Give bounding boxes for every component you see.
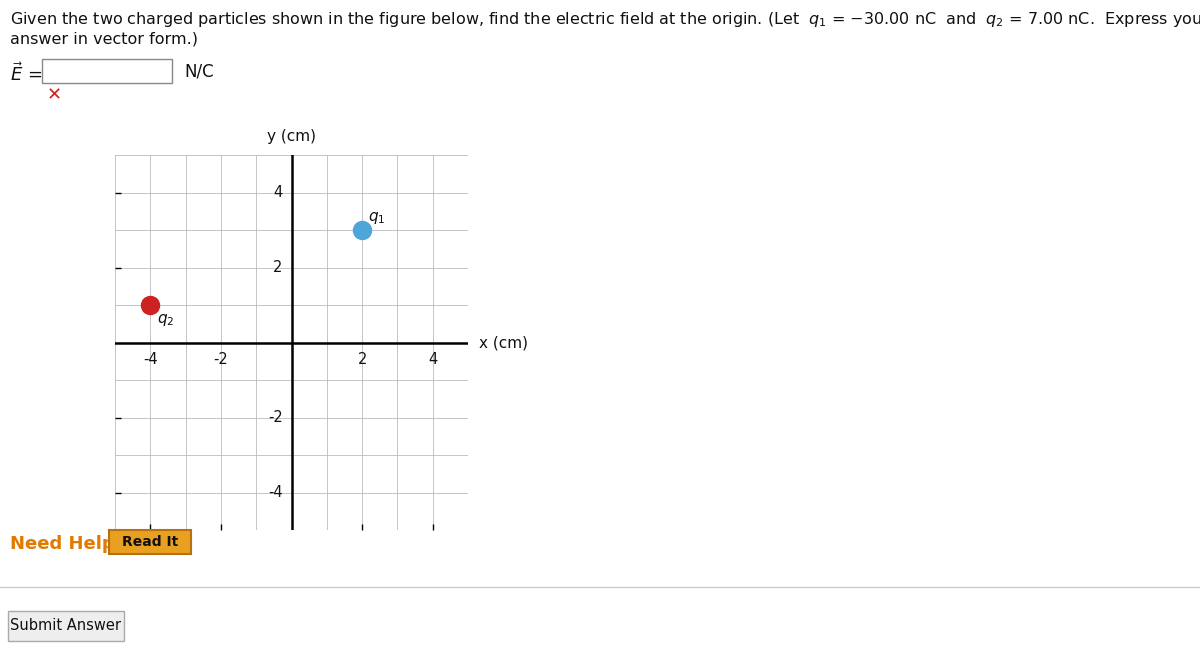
Text: $q_2$: $q_2$ — [157, 312, 174, 328]
Text: Given the two charged particles shown in the figure below, find the electric fie: Given the two charged particles shown in… — [10, 10, 1200, 29]
Text: $q_1$: $q_1$ — [368, 210, 386, 225]
Text: $\vec{E}$ =: $\vec{E}$ = — [10, 62, 42, 85]
Text: -4: -4 — [268, 485, 283, 500]
Text: Submit Answer: Submit Answer — [11, 618, 121, 633]
Text: 4: 4 — [274, 185, 283, 200]
Text: 2: 2 — [358, 352, 367, 367]
Text: x (cm): x (cm) — [479, 335, 528, 350]
Text: Need Help?: Need Help? — [10, 535, 125, 553]
Text: answer in vector form.): answer in vector form.) — [10, 32, 198, 47]
Text: 2: 2 — [274, 260, 283, 275]
Text: -4: -4 — [143, 352, 157, 367]
Text: ✕: ✕ — [47, 86, 62, 104]
Bar — [42, 59, 172, 83]
Text: 4: 4 — [428, 352, 437, 367]
FancyBboxPatch shape — [8, 611, 124, 641]
Text: y (cm): y (cm) — [266, 129, 316, 144]
Text: N/C: N/C — [184, 62, 214, 80]
Text: -2: -2 — [268, 410, 283, 425]
Text: Read It: Read It — [122, 535, 178, 549]
Text: -2: -2 — [214, 352, 228, 367]
FancyBboxPatch shape — [109, 530, 191, 554]
